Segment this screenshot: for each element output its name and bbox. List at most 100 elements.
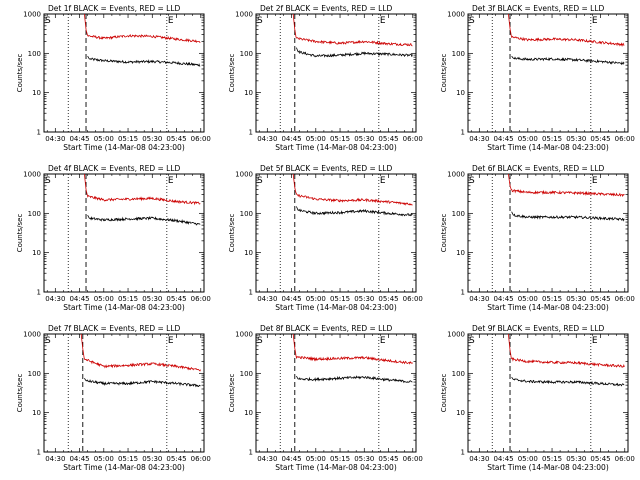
events-rate-line	[87, 214, 201, 226]
plot-frame	[255, 173, 417, 293]
end-marker: E	[592, 176, 598, 186]
y-axis-label: Counts/sec	[228, 374, 236, 413]
x-tick-label: 06:00	[403, 455, 423, 463]
x-tick-label: 05:45	[590, 135, 610, 143]
x-tick-label: 05:45	[166, 455, 186, 463]
lld-rate-line	[84, 174, 201, 206]
start-marker: S	[257, 16, 263, 26]
x-tick-label: 05:30	[354, 455, 374, 463]
panel-det-8: Det 8f BLACK = Events, RED = LLD 1 10 100 10…	[228, 324, 423, 472]
plot-frame	[467, 333, 629, 453]
lld-rate-line	[292, 14, 413, 47]
y-axis-label: Counts/sec	[16, 54, 24, 93]
y-tick-label: 100	[452, 210, 465, 218]
y-axis-label: Counts/sec	[16, 374, 24, 413]
start-marker: S	[257, 336, 263, 346]
y-tick-label: 10	[244, 249, 253, 257]
x-tick-label: 04:30	[45, 295, 65, 303]
x-tick-label: 06:00	[191, 135, 211, 143]
y-tick-label: 1	[461, 129, 465, 137]
x-tick-label: 05:45	[590, 295, 610, 303]
x-tick-label: 05:15	[330, 135, 350, 143]
panel-det-1: Det 1f BLACK = Events, RED = LLD 1 10 100 10…	[16, 4, 211, 152]
events-rate-line	[84, 378, 201, 388]
panel-title: Det 6f BLACK = Events, RED = LLD	[472, 164, 605, 173]
y-axis-label: Counts/sec	[228, 54, 236, 93]
y-tick-label: 1000	[235, 331, 253, 339]
end-marker: E	[380, 176, 386, 186]
x-axis-label: Start Time (14-Mar-08 04:23:00)	[275, 143, 397, 152]
lld-rate-line	[508, 14, 625, 47]
panel-det-7: Det 7f BLACK = Events, RED = LLD 1 10 100 10…	[16, 324, 211, 472]
y-tick-label: 10	[456, 409, 465, 417]
y-tick-label: 1000	[235, 171, 253, 179]
x-tick-label: 05:00	[306, 455, 326, 463]
lld-rate-line	[292, 174, 413, 206]
x-tick-label: 05:00	[518, 135, 538, 143]
x-tick-label: 05:15	[118, 135, 138, 143]
x-tick-label: 05:45	[590, 455, 610, 463]
panel-title: Det 3f BLACK = Events, RED = LLD	[472, 4, 605, 13]
x-tick-label: 05:15	[330, 295, 350, 303]
y-tick-label: 1	[37, 129, 41, 137]
x-tick-label: 05:00	[518, 295, 538, 303]
x-tick-label: 04:45	[493, 135, 513, 143]
x-tick-label: 05:30	[566, 135, 586, 143]
x-tick-label: 05:30	[142, 135, 162, 143]
y-tick-label: 100	[28, 370, 41, 378]
end-marker: E	[592, 16, 598, 26]
y-tick-label: 1	[37, 449, 41, 457]
x-tick-label: 05:15	[542, 455, 562, 463]
x-tick-label: 04:45	[69, 455, 89, 463]
x-tick-label: 04:45	[281, 135, 301, 143]
panel-det-4: Det 4f BLACK = Events, RED = LLD 1 10 100 10…	[16, 164, 211, 312]
y-tick-label: 1000	[447, 331, 465, 339]
panel-det-6: Det 6f BLACK = Events, RED = LLD 1 10 100 10…	[440, 164, 635, 312]
y-tick-label: 100	[240, 50, 253, 58]
y-tick-label: 10	[244, 89, 253, 97]
x-tick-label: 05:00	[306, 295, 326, 303]
x-tick-label: 05:45	[378, 455, 398, 463]
x-axis-label: Start Time (14-Mar-08 04:23:00)	[63, 303, 185, 312]
end-marker: E	[592, 336, 598, 346]
y-tick-label: 100	[240, 210, 253, 218]
y-axis-label: Counts/sec	[440, 54, 448, 93]
panel-title: Det 4f BLACK = Events, RED = LLD	[48, 164, 181, 173]
x-tick-label: 05:00	[94, 295, 114, 303]
y-axis-label: Counts/sec	[440, 214, 448, 253]
x-tick-label: 06:00	[403, 295, 423, 303]
panel-title: Det 1f BLACK = Events, RED = LLD	[48, 4, 181, 13]
y-tick-label: 1000	[23, 331, 41, 339]
y-tick-label: 10	[244, 409, 253, 417]
x-tick-label: 05:30	[354, 295, 374, 303]
x-tick-label: 04:45	[69, 135, 89, 143]
x-tick-label: 04:45	[493, 455, 513, 463]
plot-frame	[43, 173, 205, 293]
y-tick-label: 1000	[23, 171, 41, 179]
plot-frame	[43, 333, 205, 453]
x-tick-label: 04:30	[45, 455, 65, 463]
y-tick-label: 10	[456, 249, 465, 257]
x-tick-label: 05:15	[330, 455, 350, 463]
y-tick-label: 1	[461, 449, 465, 457]
x-axis-label: Start Time (14-Mar-08 04:23:00)	[275, 303, 397, 312]
panel-title: Det 5f BLACK = Events, RED = LLD	[260, 164, 393, 173]
x-tick-label: 05:45	[378, 135, 398, 143]
x-tick-label: 06:00	[191, 455, 211, 463]
events-rate-line	[511, 55, 625, 66]
x-tick-label: 05:45	[166, 135, 186, 143]
y-tick-label: 1	[461, 289, 465, 297]
plot-frame	[467, 173, 629, 293]
x-tick-label: 05:30	[354, 135, 374, 143]
lld-rate-line	[80, 334, 201, 372]
y-tick-label: 1	[249, 449, 253, 457]
x-tick-label: 04:30	[257, 135, 277, 143]
x-tick-label: 05:00	[306, 135, 326, 143]
x-tick-label: 05:30	[142, 455, 162, 463]
x-tick-label: 05:45	[166, 295, 186, 303]
y-tick-label: 100	[240, 370, 253, 378]
x-tick-label: 04:30	[45, 135, 65, 143]
events-rate-line	[511, 211, 625, 222]
end-marker: E	[380, 336, 386, 346]
x-tick-label: 06:00	[403, 135, 423, 143]
